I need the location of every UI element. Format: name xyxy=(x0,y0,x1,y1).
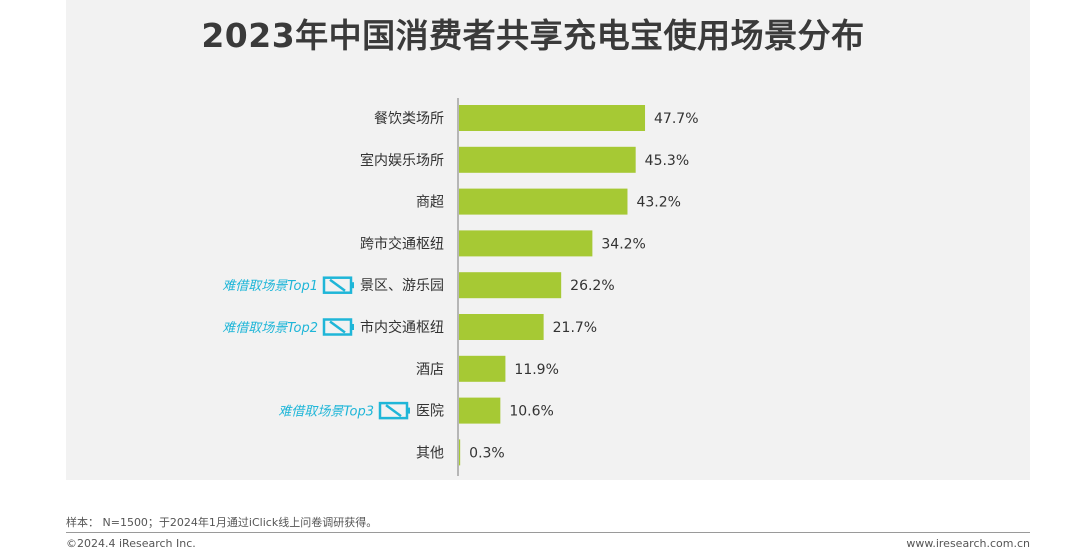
category-label: 医院 xyxy=(416,404,444,420)
website: www.iresearch.com.cn xyxy=(906,537,1030,550)
category-label: 跨市交通枢纽 xyxy=(360,235,444,252)
battery-icon xyxy=(378,401,410,420)
value-label: 26.2% xyxy=(570,278,614,294)
battery-icon xyxy=(322,276,354,294)
footer-divider xyxy=(66,532,1030,533)
sample-note: 样本： N=1500；于2024年1月通过iClick线上问卷调研获得。 xyxy=(66,516,378,529)
annotation-label: 难借取场景Top1 xyxy=(222,279,318,294)
value-label: 34.2% xyxy=(601,236,645,252)
value-label: 43.2% xyxy=(636,195,680,211)
bar xyxy=(459,397,501,424)
value-label: 0.3% xyxy=(469,445,505,461)
value-label: 21.7% xyxy=(553,320,597,336)
category-label: 其他 xyxy=(416,445,444,461)
battery-icon xyxy=(322,318,354,336)
bar xyxy=(459,355,506,382)
bar xyxy=(459,272,562,299)
copyright: ©2024.4 iResearch Inc. xyxy=(66,537,196,550)
value-label: 10.6% xyxy=(509,404,553,420)
value-label: 47.7% xyxy=(654,111,698,127)
category-label: 酒店 xyxy=(416,362,444,378)
bar xyxy=(459,230,593,257)
category-label: 商超 xyxy=(416,195,444,211)
annotation-label: 难借取场景Top2 xyxy=(222,321,318,336)
bar xyxy=(459,105,646,131)
category-label: 景区、游乐园 xyxy=(360,278,444,294)
bar xyxy=(459,439,461,466)
bar xyxy=(459,146,636,173)
value-label: 45.3% xyxy=(645,153,689,169)
bar-chart: 餐饮类场所 47.7% 室内娱乐场所 45.3% 商超 43.2% 跨市交通枢纽 34.2% 景… xyxy=(222,98,699,476)
bar xyxy=(459,188,628,215)
annotation-label: 难借取场景Top3 xyxy=(278,405,374,420)
bar xyxy=(459,314,544,340)
value-label: 11.9% xyxy=(514,362,558,378)
chart-title: 2023年中国消费者共享充电宝使用场景分布 xyxy=(201,16,865,55)
category-label: 餐饮类场所 xyxy=(374,111,444,127)
category-label: 市内交通枢纽 xyxy=(360,319,444,336)
category-label: 室内娱乐场所 xyxy=(360,152,444,169)
